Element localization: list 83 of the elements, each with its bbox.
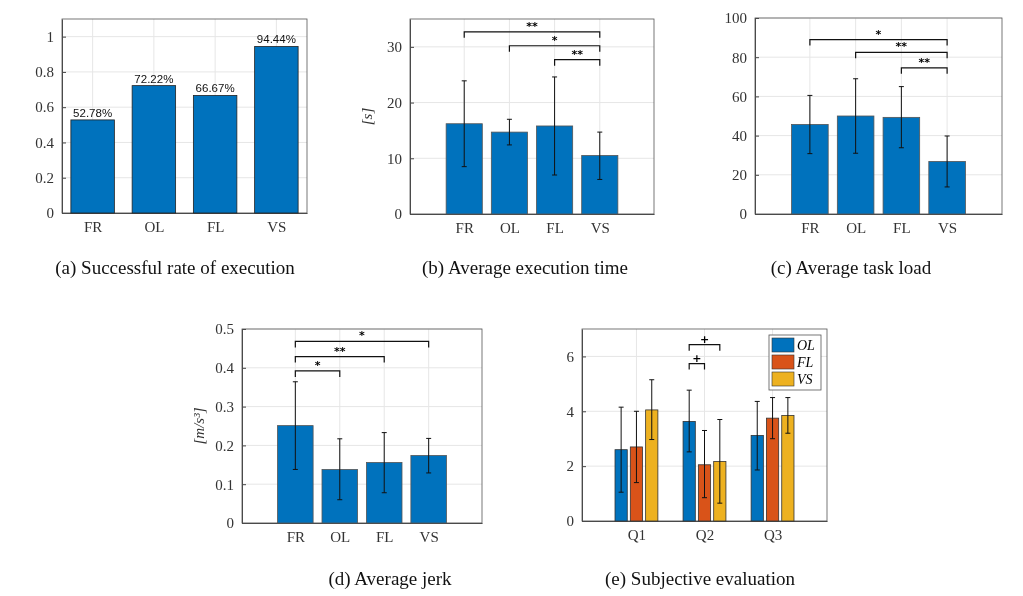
y-tick-label: 0.1	[215, 476, 234, 493]
bar	[682, 421, 696, 522]
bar	[614, 449, 628, 522]
x-tick-label: FR	[286, 528, 306, 545]
annotation: *	[314, 358, 321, 372]
y-tick-label: 0	[566, 513, 574, 530]
text: (d) Average jerk	[328, 568, 453, 590]
y-tick-label: 0.5	[215, 321, 234, 338]
y-tick-label: 6	[566, 348, 575, 365]
x-tick-label: Q1	[627, 526, 647, 543]
y-tick-label: 1	[46, 28, 54, 45]
y-tick-label: 0	[394, 206, 402, 223]
data-label: 66.67%	[195, 82, 235, 95]
annotation: *	[551, 33, 558, 47]
bar	[713, 461, 727, 522]
x-tick-label: FL	[375, 528, 394, 545]
data-label: 52.78%	[73, 106, 113, 119]
x-tick-label: Q2	[695, 526, 715, 543]
x-tick-label: FL	[206, 218, 225, 235]
y-tick-label: 0	[739, 206, 747, 223]
bar	[254, 46, 299, 214]
y-tick-label: 0.4	[35, 134, 55, 151]
x-tick-label: OL	[499, 219, 520, 236]
y-tick-label: 0	[46, 205, 54, 222]
bar	[645, 409, 659, 522]
legend-label: FL	[796, 355, 814, 370]
annotation: **	[918, 55, 931, 69]
y-tick-label: 0.8	[35, 64, 54, 81]
bar	[781, 415, 795, 522]
text: (c) Average task load	[770, 257, 932, 279]
legend-label: VS	[797, 372, 813, 387]
y-tick-label: 0.6	[35, 99, 55, 116]
y-tick-label: 80	[732, 49, 747, 66]
y-tick-label: 20	[732, 167, 747, 184]
y-tick-label: 0.2	[215, 437, 234, 454]
legend-label: OL	[797, 338, 816, 353]
annotation: **	[895, 40, 908, 54]
bar	[750, 435, 764, 522]
bar	[70, 119, 115, 214]
bar	[192, 95, 238, 214]
annotation: +	[699, 332, 710, 346]
y-tick-label: 0.3	[215, 398, 234, 415]
x-tick-label: VS	[938, 219, 958, 236]
x-tick-label: FR	[801, 219, 820, 236]
annotation: +	[692, 351, 702, 365]
y-tick-label: 2	[566, 458, 574, 475]
y-axis-title: [s]	[359, 107, 375, 126]
annotation: **	[571, 47, 584, 61]
y-axis-title: [m/s³]	[191, 407, 207, 445]
text: (b) Average execution time	[422, 257, 628, 279]
x-tick-label: FR	[455, 219, 474, 236]
x-tick-label: OL	[330, 528, 351, 545]
y-tick-label: 60	[732, 88, 747, 105]
x-tick-label: VS	[267, 218, 287, 235]
y-tick-label: 20	[387, 94, 402, 111]
x-tick-label: FR	[83, 218, 103, 235]
annotation: **	[334, 344, 346, 358]
bar	[131, 85, 177, 214]
x-tick-label: FL	[546, 219, 564, 236]
x-tick-label: VS	[590, 219, 610, 236]
y-tick-label: 4	[566, 403, 575, 420]
annotation: **	[526, 19, 538, 33]
x-tick-label: OL	[846, 219, 867, 236]
text: (e) Subjective evaluation	[605, 568, 796, 590]
x-tick-label: FL	[893, 219, 911, 236]
x-tick-label: VS	[419, 528, 439, 545]
y-tick-label: 0	[226, 515, 234, 532]
bar	[766, 417, 780, 522]
y-tick-label: 40	[732, 127, 747, 144]
y-tick-label: 0.2	[35, 170, 54, 187]
annotation: *	[359, 329, 366, 343]
y-tick-label: 10	[387, 150, 402, 167]
bar	[629, 446, 643, 522]
x-tick-label: OL	[144, 218, 165, 235]
y-tick-label: 0.4	[215, 360, 235, 377]
annotation: *	[875, 27, 882, 41]
bar	[697, 464, 712, 522]
text: (a) Successful rate of execution	[55, 257, 296, 279]
x-tick-label: Q3	[763, 526, 783, 543]
y-tick-label: 100	[724, 10, 747, 27]
data-label: 94.44%	[256, 33, 296, 46]
y-tick-label: 30	[387, 39, 402, 56]
data-label: 72.22%	[134, 72, 174, 85]
